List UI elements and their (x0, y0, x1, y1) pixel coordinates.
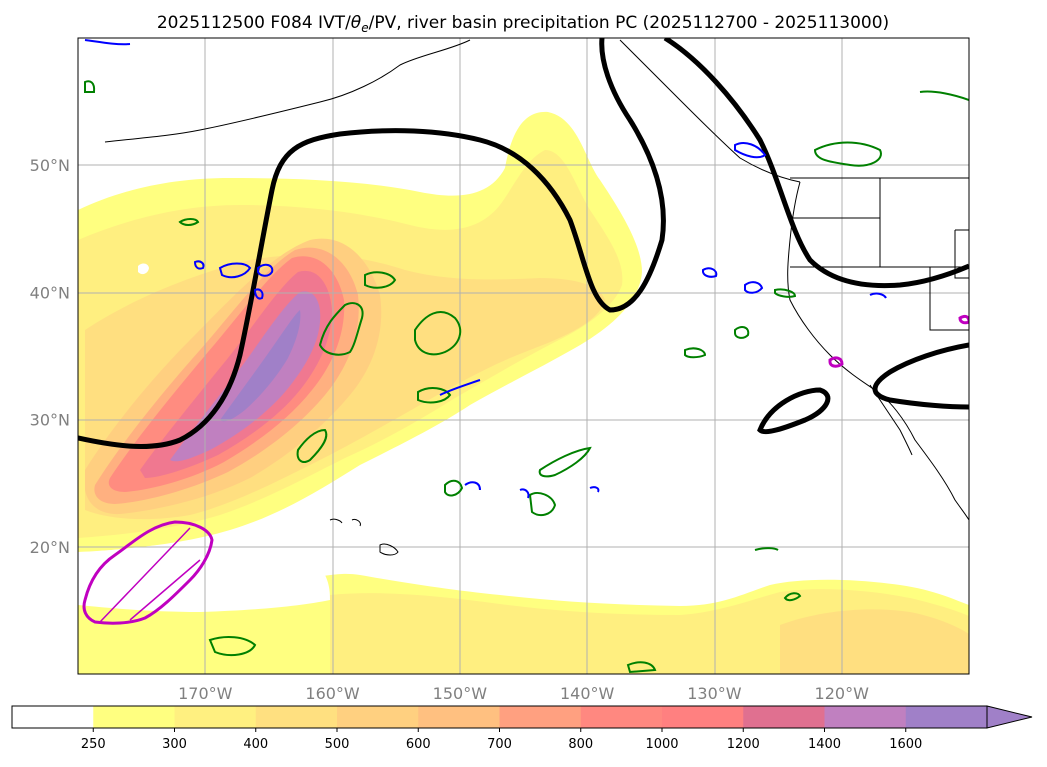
theta-e-contours (78, 38, 969, 449)
colorbar-cell-2 (174, 706, 257, 728)
colorbar-cell-1 (93, 706, 175, 728)
colorbar-tick-label-10: 1600 (889, 737, 922, 752)
state-borders (790, 177, 969, 331)
river-basin-region-1 (82, 520, 214, 625)
pv-contour-15 (626, 661, 657, 674)
pv-contour-5 (296, 428, 328, 463)
pv-contour-2 (364, 271, 397, 289)
pv-negative-contour-1 (193, 260, 205, 270)
lat-tick-label-3: 50°N (30, 156, 70, 175)
lon-tick-label-0: 170°W (178, 684, 233, 703)
pv-negative-contour-6 (744, 281, 764, 294)
pv-contour-6 (538, 446, 592, 478)
pv-negative-contour-7 (734, 142, 767, 159)
map-area (78, 38, 969, 674)
colorbar-tick-label-8: 1200 (727, 737, 760, 752)
pv-negative-contour-13 (869, 292, 887, 299)
theta-e-contour-northeast (663, 38, 969, 289)
colorbar-tick-label-5: 700 (487, 737, 512, 752)
lon-tick-label-2: 150°W (433, 684, 488, 703)
pv-negative-contour-2 (218, 262, 252, 279)
ivt-1600-region (220, 310, 301, 422)
colorbar-cell-0 (12, 706, 94, 728)
north-america-west-coast (787, 181, 969, 521)
pv-contour-12 (684, 347, 707, 359)
pv-contour-11 (919, 90, 969, 101)
colorbar-tick-label-1: 300 (162, 737, 187, 752)
pv-contour-19 (774, 288, 797, 298)
colorbar-cell-6 (499, 706, 582, 728)
pv-contour-16 (84, 80, 96, 93)
chart-title: 2025112500 F084 IVT/θe/PV, river basin p… (157, 13, 889, 35)
lat-tick-label-1: 30°N (30, 411, 70, 430)
colorbar-cells (12, 706, 988, 728)
lon-tick-label-1: 160°W (305, 684, 360, 703)
pv-contour-8 (444, 479, 464, 497)
ivt-small-hole (138, 263, 149, 275)
lon-tick-label-4: 130°W (687, 684, 742, 703)
pv-negative-contour-9 (464, 481, 481, 491)
pv-contour-13 (734, 326, 750, 339)
colorbar-tick-label-4: 600 (406, 737, 431, 752)
colorbar-tick-label-2: 400 (243, 737, 268, 752)
latitude-labels: 20°N 30°N 40°N 50°N (30, 156, 70, 557)
pv-contour-9 (208, 636, 257, 657)
colorbar-extend-arrow (986, 705, 1033, 729)
lat-tick-label-0: 20°N (30, 538, 70, 557)
pv-contour-7 (528, 492, 557, 517)
ivt-white-gap (78, 535, 330, 612)
pv-negative-contour-12 (84, 39, 131, 46)
alaska-coast (104, 39, 471, 143)
pv-negative-contour-8 (439, 379, 481, 396)
colorbar-cell-4 (337, 706, 419, 728)
pv-contour-10 (813, 141, 882, 167)
colorbar-tick-label-3: 500 (325, 737, 350, 752)
hawaii-islands (329, 518, 399, 556)
coastlines (104, 39, 969, 556)
lat-tick-label-2: 40°N (30, 283, 70, 302)
pv-negative-contours (84, 39, 887, 499)
pv-negative-contour-10 (519, 488, 530, 499)
colorbar-tick-label-9: 1400 (808, 737, 841, 752)
colorbar-cell-11 (905, 706, 988, 728)
map-gridlines (78, 38, 969, 674)
colorbar-cell-3 (255, 706, 338, 728)
colorbar-tick-label-6: 800 (568, 737, 593, 752)
river-basin-regions (82, 314, 969, 625)
lon-tick-label-5: 120°W (815, 684, 870, 703)
lon-tick-label-3: 140°W (560, 684, 615, 703)
alaska-panhandle-coast (619, 39, 801, 183)
colorbar-tick-labels: 250 300 400 500 600 700 800 1000 1200 1400 1600 (81, 728, 922, 752)
colorbar-tick-label-0: 250 (81, 737, 106, 752)
pv-negative-contour-5 (702, 267, 718, 278)
theta-e-contour-loop (757, 387, 831, 435)
pv-negative-contour-3 (257, 263, 274, 277)
river-basin-region-1-hatch (99, 527, 201, 623)
pv-contour-14 (754, 547, 779, 551)
pv-contour-17 (178, 218, 200, 226)
colorbar: 250 300 400 500 600 700 800 1000 1200 1400 1600 (11, 705, 1033, 752)
ivt-southern-band-400 (780, 609, 969, 674)
longitude-labels: 170°W 160°W 150°W 140°W 130°W 120°W (178, 684, 869, 703)
colorbar-cell-10 (824, 706, 907, 728)
map-frame (77, 37, 970, 675)
pv-contours (84, 80, 969, 674)
pv-contour-4 (417, 387, 452, 404)
colorbar-cell-8 (662, 706, 744, 728)
pv-negative-contour-11 (589, 486, 600, 493)
pv-contour-1 (318, 302, 364, 356)
colorbar-tick-label-7: 1000 (645, 737, 678, 752)
pv-contour-3 (414, 311, 462, 356)
river-basin-region-2 (828, 356, 844, 368)
theta-e-contour-main (78, 38, 666, 449)
colorbar-cell-5 (418, 706, 500, 728)
colorbar-cell-9 (743, 706, 825, 728)
theta-e-contour-southeast (872, 342, 969, 410)
pv-contour-18 (783, 592, 802, 602)
pv-negative-contour-4 (253, 288, 264, 300)
colorbar-cell-7 (580, 706, 663, 728)
river-basin-region-3 (958, 314, 969, 325)
